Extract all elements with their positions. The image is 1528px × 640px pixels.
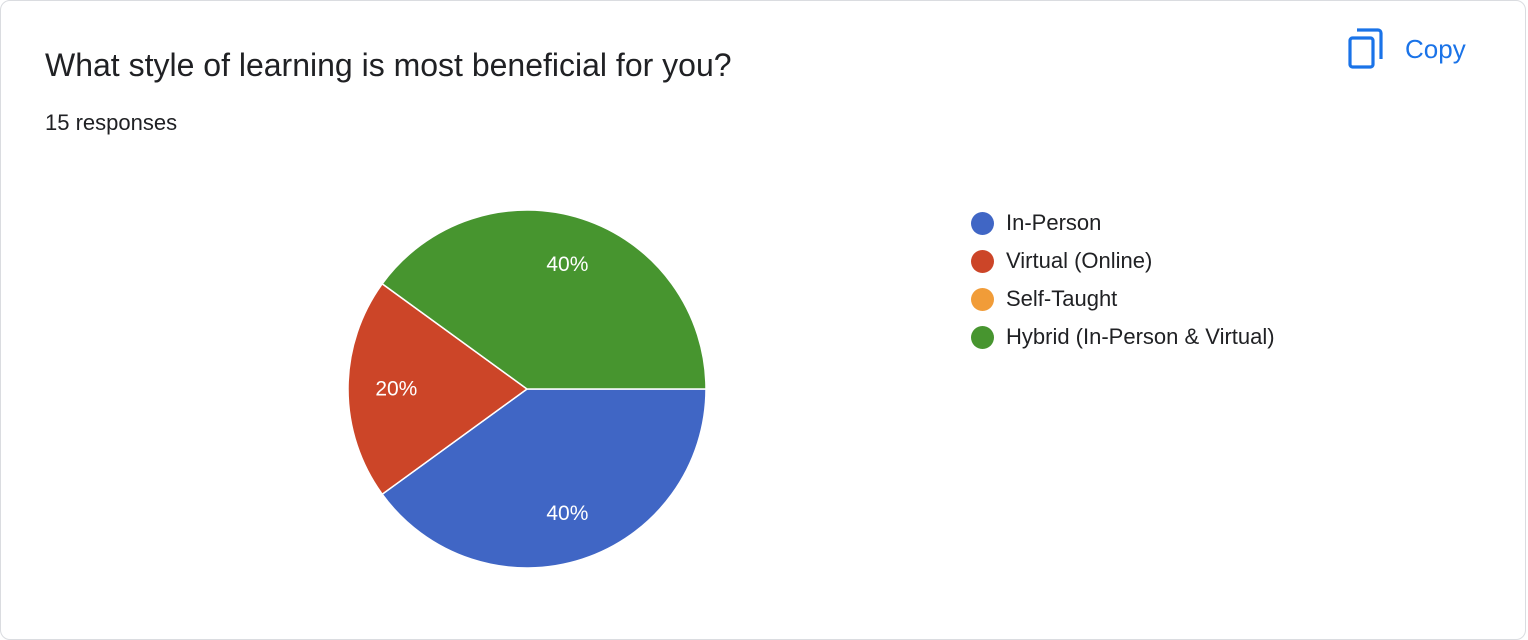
pie-slice-label-in-person: 40% [546, 502, 588, 525]
copy-icon [1347, 28, 1383, 70]
legend-label: In-Person [1006, 210, 1102, 235]
legend-item-hybrid-in-person-virtual[interactable]: Hybrid (In-Person & Virtual) [971, 318, 1275, 356]
legend-swatch [971, 249, 994, 273]
copy-label: Copy [1405, 34, 1466, 64]
legend-swatch [971, 287, 994, 311]
pie-slice-virtual-online[interactable] [347, 282, 529, 496]
pie-slice-label-virtual-online: 20% [375, 378, 417, 401]
legend-label: Hybrid (In-Person & Virtual) [1006, 324, 1275, 349]
response-count: 15 responses [45, 110, 178, 135]
pie-slice-hybrid-in-person-virtual[interactable] [381, 209, 707, 390]
legend-label: Self-Taught [1006, 286, 1118, 311]
question-title: What style of learning is most beneficia… [45, 47, 732, 83]
legend-item-in-person[interactable]: In-Person [971, 204, 1275, 242]
legend-item-virtual-online[interactable]: Virtual (Online) [971, 242, 1275, 280]
pie-slice-label-hybrid-in-person-virtual: 40% [546, 253, 588, 276]
legend-item-self-taught[interactable]: Self-Taught [971, 280, 1275, 318]
legend-swatch [971, 325, 994, 349]
chart-legend: In-Person Virtual (Online) Self-Taught Hybr… [971, 204, 1275, 356]
legend-swatch [971, 211, 994, 235]
copy-button[interactable]: Copy [1341, 25, 1472, 73]
pie-slice-in-person[interactable] [381, 388, 707, 569]
legend-label: Virtual (Online) [1006, 248, 1153, 273]
pie-chart: 40% 20% 40% [347, 209, 707, 569]
